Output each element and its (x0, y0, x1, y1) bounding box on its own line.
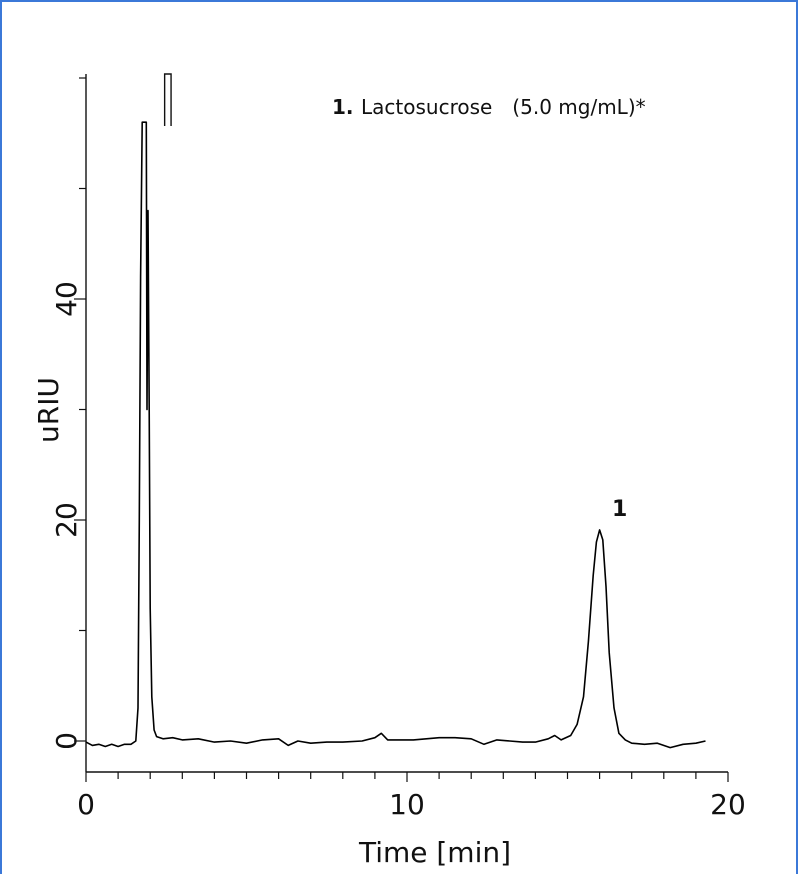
plot-area: 1 (85, 73, 706, 749)
x-tick-label: 0 (77, 788, 95, 821)
x-axis-label: Time [min] (358, 836, 511, 869)
tick-labels: 0 10 20 0 20 40 (50, 281, 746, 821)
x-tick-label: 10 (389, 788, 425, 821)
legend: 1. Lactosucrose (5.0 mg/mL)* (332, 95, 646, 119)
y-axis-label: uRIU (32, 377, 65, 443)
tick-marks (74, 77, 729, 782)
legend-number: 1. (332, 95, 354, 119)
y-tick-label: 0 (50, 732, 83, 750)
y-tick-label: 20 (50, 502, 83, 538)
peak-label: 1 (612, 497, 627, 522)
legend-label: Lactosucrose (5.0 mg/mL)* (361, 95, 646, 119)
off-scale-marker (163, 73, 172, 126)
x-tick-label: 20 (710, 788, 746, 821)
chromatogram-trace (85, 121, 706, 749)
y-tick-label: 40 (50, 281, 83, 317)
axes (85, 74, 728, 773)
